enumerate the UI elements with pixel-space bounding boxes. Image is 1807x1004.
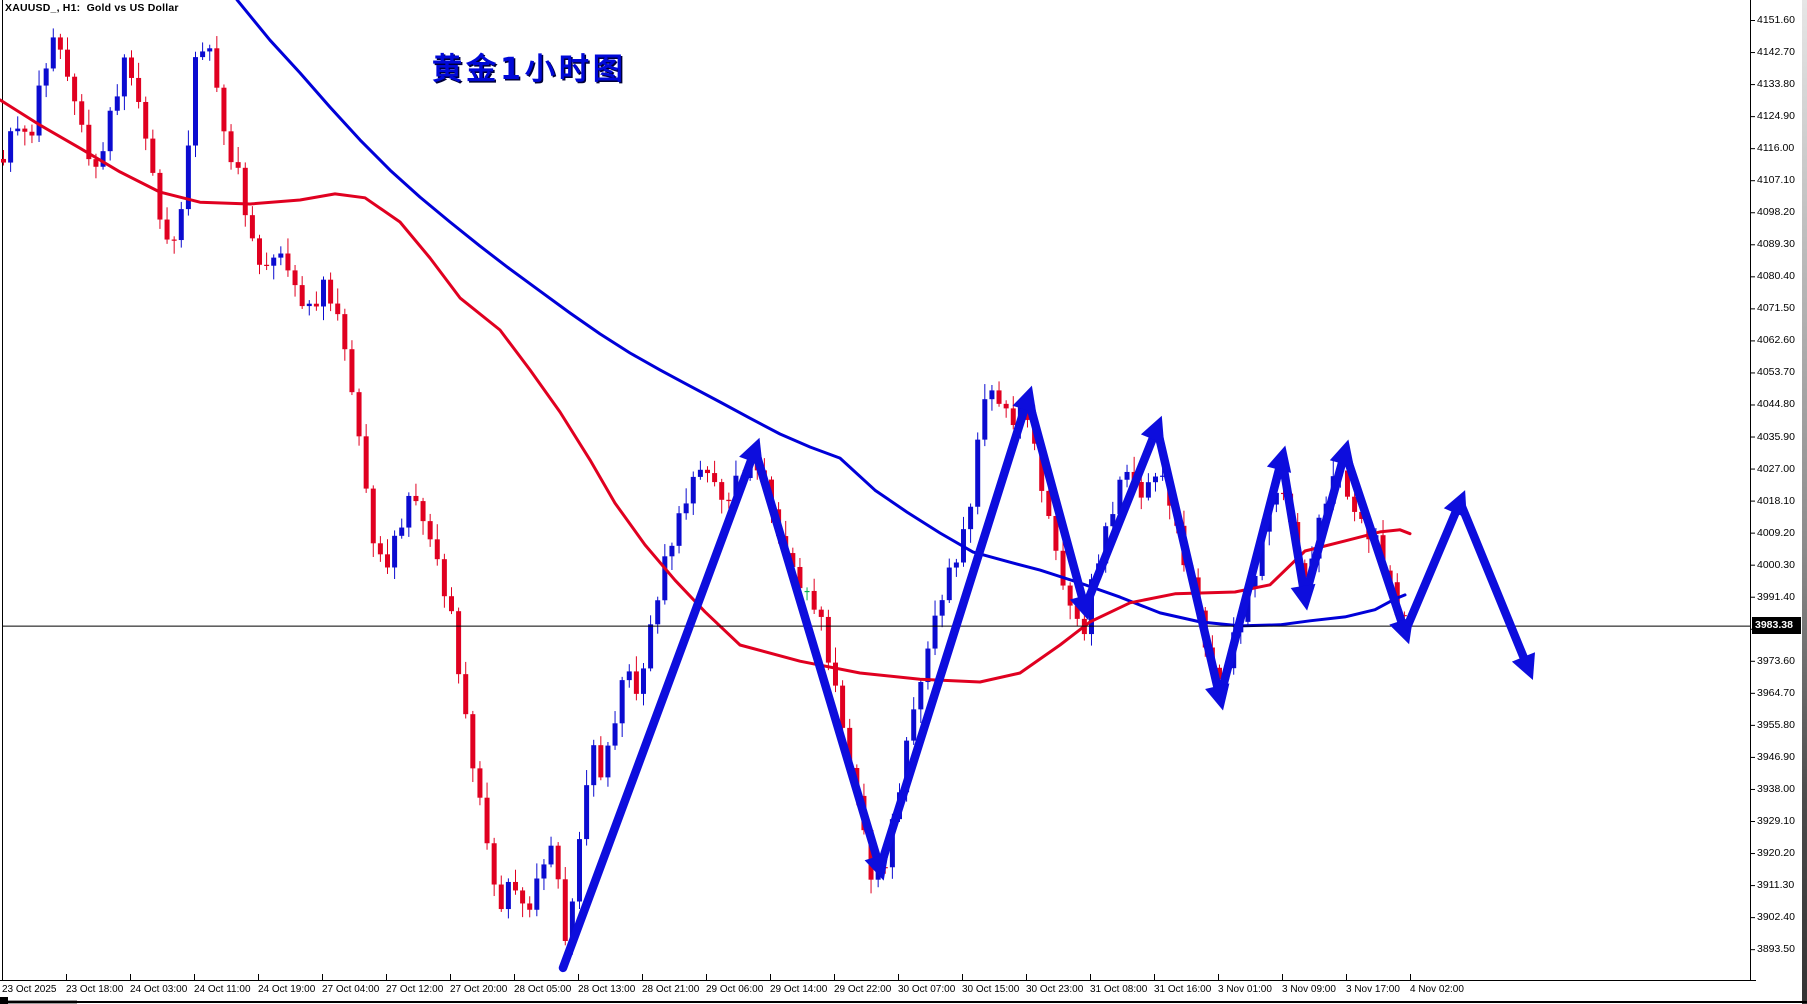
price-tick-label: 4071.50 — [1757, 302, 1795, 315]
price-tick-label: 3893.50 — [1757, 943, 1795, 956]
time-tick-label: 30 Oct 23:00 — [1026, 984, 1084, 995]
price-tick-label: 4151.60 — [1757, 14, 1795, 26]
ma-slow-line — [235, 0, 1407, 628]
price-tick-label: 3955.80 — [1757, 718, 1795, 731]
chart-symbol-title: XAUUSD_, H1: Gold vs US Dollar — [5, 2, 179, 14]
price-tick-label: 4080.40 — [1757, 270, 1795, 283]
price-tick-label: 3938.00 — [1757, 782, 1795, 795]
current-price-badge: 3983.38 — [1752, 617, 1801, 635]
zigzag-arrowhead — [1329, 439, 1354, 467]
price-tick-label: 3911.30 — [1757, 879, 1795, 892]
time-tick-label: 30 Oct 15:00 — [962, 984, 1020, 995]
price-tick-label: 4124.90 — [1757, 110, 1795, 123]
time-tick-label: 24 Oct 03:00 — [130, 984, 188, 995]
ma-fast-line — [0, 98, 1412, 684]
price-tick-label: 3964.70 — [1757, 686, 1795, 699]
time-tick-label: 29 Oct 06:00 — [706, 984, 764, 995]
window-bottom-border — [0, 1001, 1807, 1003]
time-tick-label: 23 Oct 18:00 — [66, 984, 124, 995]
time-tick-label: 3 Nov 01:00 — [1218, 984, 1272, 995]
price-tick-label: 3902.40 — [1757, 911, 1795, 924]
price-tick-label: 4009.20 — [1757, 526, 1795, 539]
time-tick-label: 3 Nov 17:00 — [1346, 984, 1400, 995]
time-tick-label: 24 Oct 19:00 — [258, 984, 316, 995]
candles-layer — [1, 28, 1407, 955]
time-tick-label: 30 Oct 07:00 — [898, 984, 956, 995]
time-tick-label: 28 Oct 05:00 — [514, 984, 572, 995]
zigzag-arrowhead — [1069, 593, 1094, 621]
zigzag-arrowhead — [1205, 683, 1230, 711]
zigzag-arrowhead — [1012, 385, 1037, 414]
price-tick-label: 4107.10 — [1757, 174, 1795, 187]
price-tick-label: 4018.10 — [1757, 494, 1795, 507]
zigzag-arrowhead — [1266, 445, 1292, 473]
price-tick-label: 4142.70 — [1757, 46, 1795, 59]
price-tick-label: 4053.70 — [1757, 366, 1795, 379]
zigzag-trend-arrows[interactable] — [558, 385, 1535, 973]
price-tick-label: 4116.00 — [1757, 142, 1795, 155]
price-tick-label: 3920.20 — [1757, 847, 1795, 860]
price-tick-label: 4089.30 — [1757, 238, 1795, 251]
time-tick-label: 23 Oct 2025 — [2, 984, 57, 995]
time-tick-label: 4 Nov 02:00 — [1410, 984, 1464, 995]
price-tick-label: 4000.30 — [1757, 558, 1795, 571]
zigzag-arrowhead — [1389, 616, 1414, 645]
price-tick-label: 4098.20 — [1757, 206, 1795, 219]
zigzag-arrowhead — [864, 853, 889, 881]
zigzag-arrowhead — [1290, 583, 1316, 611]
chart-annotation-text[interactable]: 黄金1小时图 — [432, 52, 627, 87]
time-tick-label: 24 Oct 11:00 — [194, 984, 251, 995]
price-tick-label: 4133.80 — [1757, 78, 1795, 91]
price-tick-label: 3991.40 — [1757, 590, 1795, 603]
current-price-value: 3983.38 — [1755, 619, 1793, 632]
time-tick-label: 3 Nov 09:00 — [1282, 984, 1336, 995]
vertical-scrollbar[interactable] — [1802, 0, 1807, 1004]
zigzag-arrowhead — [1443, 490, 1467, 518]
price-tick-label: 3973.60 — [1757, 654, 1795, 667]
zigzag-arrowhead — [1511, 652, 1535, 680]
zigzag-arrowhead — [739, 437, 763, 466]
price-tick-label: 4027.00 — [1757, 462, 1795, 475]
zigzag-arrowhead — [1140, 415, 1165, 444]
plot-frame — [0, 0, 1756, 981]
price-tick-label: 4044.80 — [1757, 398, 1795, 411]
time-tick-label: 27 Oct 20:00 — [450, 984, 508, 995]
time-tick-label: 31 Oct 16:00 — [1154, 984, 1212, 995]
price-tick-label: 4062.60 — [1757, 334, 1795, 347]
bottom-left-corner — [0, 997, 8, 1004]
time-tick-label: 29 Oct 22:00 — [834, 984, 892, 995]
time-tick-label: 28 Oct 21:00 — [642, 984, 700, 995]
time-tick-label: 31 Oct 08:00 — [1090, 984, 1148, 995]
time-tick-label: 28 Oct 13:00 — [578, 984, 636, 995]
time-tick-label: 27 Oct 04:00 — [322, 984, 380, 995]
price-tick-label: 3946.90 — [1757, 750, 1795, 763]
time-tick-label: 27 Oct 12:00 — [386, 984, 444, 995]
price-tick-label: 4035.90 — [1757, 430, 1795, 443]
time-tick-label: 29 Oct 14:00 — [770, 984, 828, 995]
price-tick-label: 3929.10 — [1757, 815, 1795, 827]
